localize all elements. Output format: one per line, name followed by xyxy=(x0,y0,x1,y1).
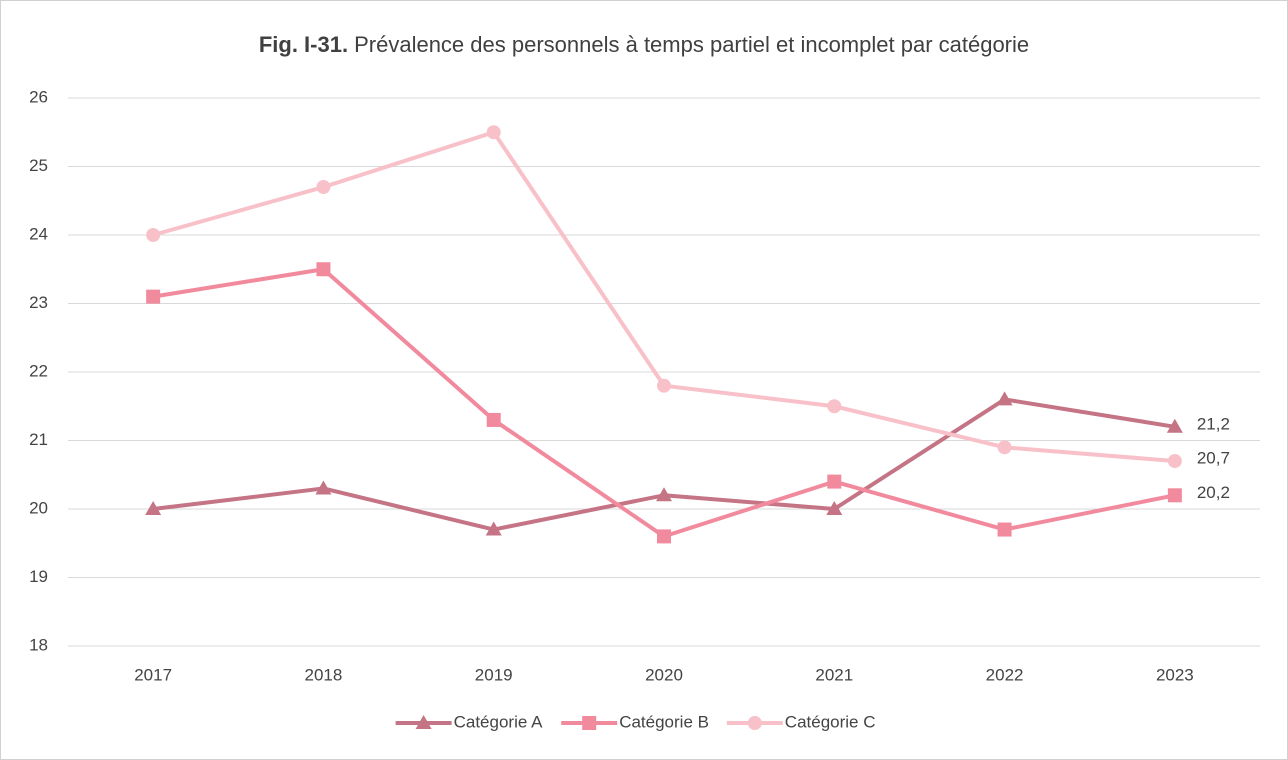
marker xyxy=(826,501,843,515)
y-tick-label: 22 xyxy=(29,361,48,380)
marker xyxy=(485,521,502,536)
marker xyxy=(747,716,762,730)
chart-title: Fig. I-31. Prévalence des personnels à te… xyxy=(259,32,1029,57)
marker xyxy=(146,289,161,304)
y-tick-label: 26 xyxy=(29,87,48,106)
marker xyxy=(827,399,842,414)
marker xyxy=(486,412,501,427)
marker xyxy=(657,378,671,393)
marker xyxy=(582,716,597,730)
y-tick-label: 18 xyxy=(29,635,48,654)
data-label: 20,7 xyxy=(1197,449,1230,468)
marker xyxy=(1167,454,1182,469)
legend-label: Catégorie B xyxy=(619,712,709,731)
x-tick-label: 2023 xyxy=(1156,665,1194,684)
y-tick-label: 20 xyxy=(29,498,48,517)
marker xyxy=(415,715,432,729)
x-tick-label: 2018 xyxy=(305,665,343,684)
y-tick-label: 23 xyxy=(29,293,48,312)
marker xyxy=(997,522,1012,537)
x-tick-label: 2021 xyxy=(815,665,853,684)
x-tick-label: 2020 xyxy=(645,665,683,684)
data-label: 21,2 xyxy=(1197,414,1230,433)
legend-label: Catégorie A xyxy=(454,712,543,731)
marker xyxy=(145,501,162,515)
marker xyxy=(316,262,331,277)
y-tick-label: 21 xyxy=(29,430,48,449)
marker xyxy=(657,529,671,544)
y-tick-label: 25 xyxy=(29,156,48,175)
x-tick-label: 2017 xyxy=(134,665,172,684)
legend-label: Catégorie C xyxy=(785,712,876,731)
marker xyxy=(997,440,1012,455)
title-text: Prévalence des personnels à temps partie… xyxy=(354,32,1029,57)
marker xyxy=(656,487,672,502)
x-tick-label: 2019 xyxy=(475,665,513,684)
marker xyxy=(486,125,501,140)
x-tick-label: 2022 xyxy=(986,665,1024,684)
marker xyxy=(827,474,842,489)
marker xyxy=(146,228,161,242)
marker xyxy=(316,180,331,195)
data-label: 20,2 xyxy=(1197,483,1230,502)
title-label: Fig. I-31. xyxy=(259,32,348,57)
y-tick-label: 19 xyxy=(29,567,48,586)
marker xyxy=(996,391,1013,406)
marker xyxy=(315,480,332,495)
marker xyxy=(1167,488,1182,503)
y-tick-label: 24 xyxy=(29,224,48,243)
marker xyxy=(1166,418,1183,433)
